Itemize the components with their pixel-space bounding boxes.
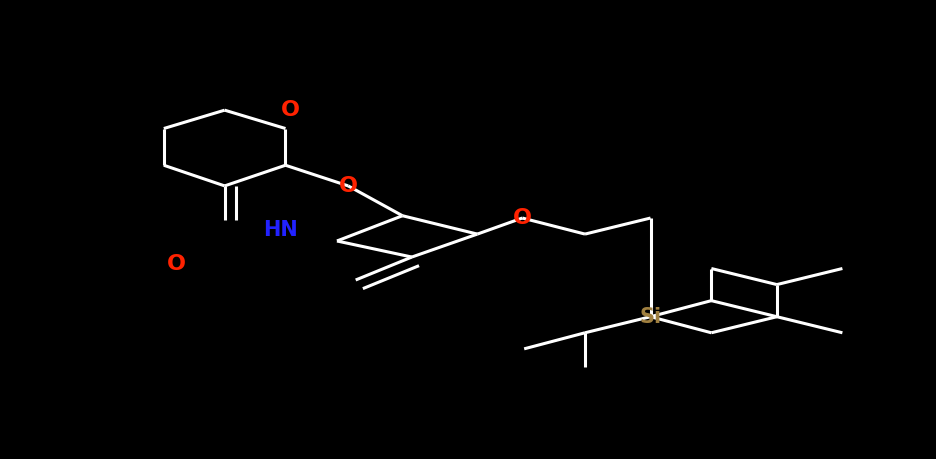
Text: O: O <box>339 176 358 196</box>
Text: O: O <box>281 100 300 120</box>
Text: Si: Si <box>639 307 662 327</box>
Text: O: O <box>513 208 532 228</box>
Text: O: O <box>167 254 185 274</box>
Text: HN: HN <box>263 219 299 240</box>
